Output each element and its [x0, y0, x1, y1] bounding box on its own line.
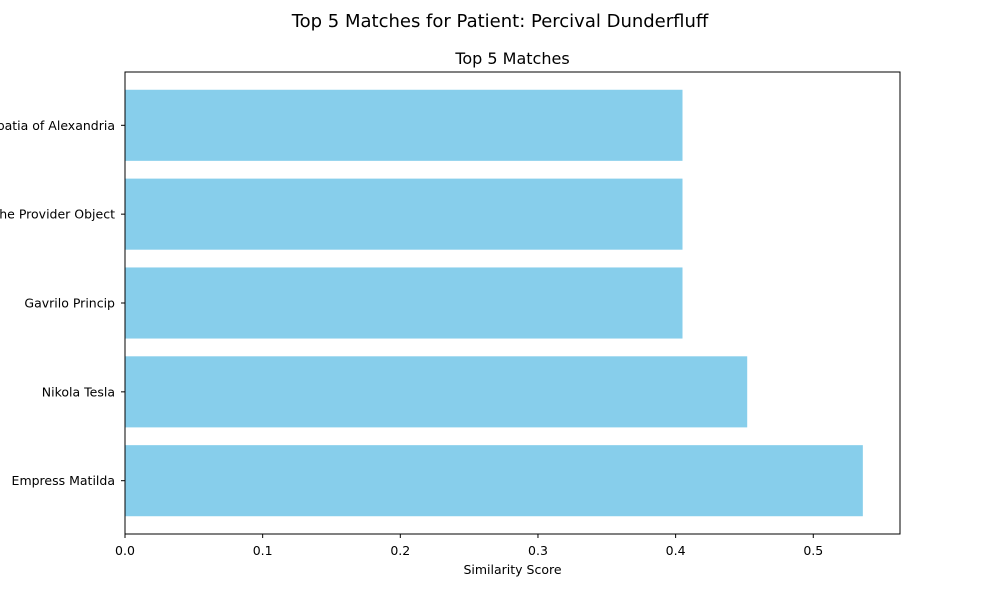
plot-area-frame: [124, 71, 901, 535]
y-tick-label: The Provider Object: [0, 207, 115, 222]
bar-nikola-tesla: [125, 356, 748, 428]
bars-group: [125, 89, 863, 517]
bar-the-provider-object: [125, 178, 683, 250]
x-tick-label: 0.5: [803, 543, 823, 558]
x-tick-label: 0.4: [666, 543, 686, 558]
x-axis-label: Similarity Score: [463, 562, 561, 577]
x-tick-label: 0.3: [528, 543, 548, 558]
figure-title: Top 5 Matches for Patient: Percival Dund…: [291, 11, 709, 32]
x-tick-label: 0.1: [253, 543, 273, 558]
y-tick-label: Gavrilo Princip: [24, 296, 115, 311]
y-tick-label: Empress Matilda: [12, 473, 115, 488]
y-tick-label: Nikola Tesla: [42, 384, 115, 399]
x-tick-label: 0.2: [390, 543, 410, 558]
y-tick-label: Hypatia of Alexandria: [0, 118, 115, 133]
bar-gavrilo-princip: [125, 267, 683, 339]
x-axis-ticks: 0.0 0.1 0.2 0.3 0.4 0.5: [115, 534, 823, 558]
y-axis-ticks: Empress Matilda Nikola Tesla Gavrilo Princ…: [0, 118, 125, 488]
axes-title: Top 5 Matches: [454, 49, 569, 68]
bar-empress-matilda: [125, 445, 863, 517]
bar-hypatia-of-alexandria: [125, 89, 683, 161]
x-tick-label: 0.0: [115, 543, 135, 558]
